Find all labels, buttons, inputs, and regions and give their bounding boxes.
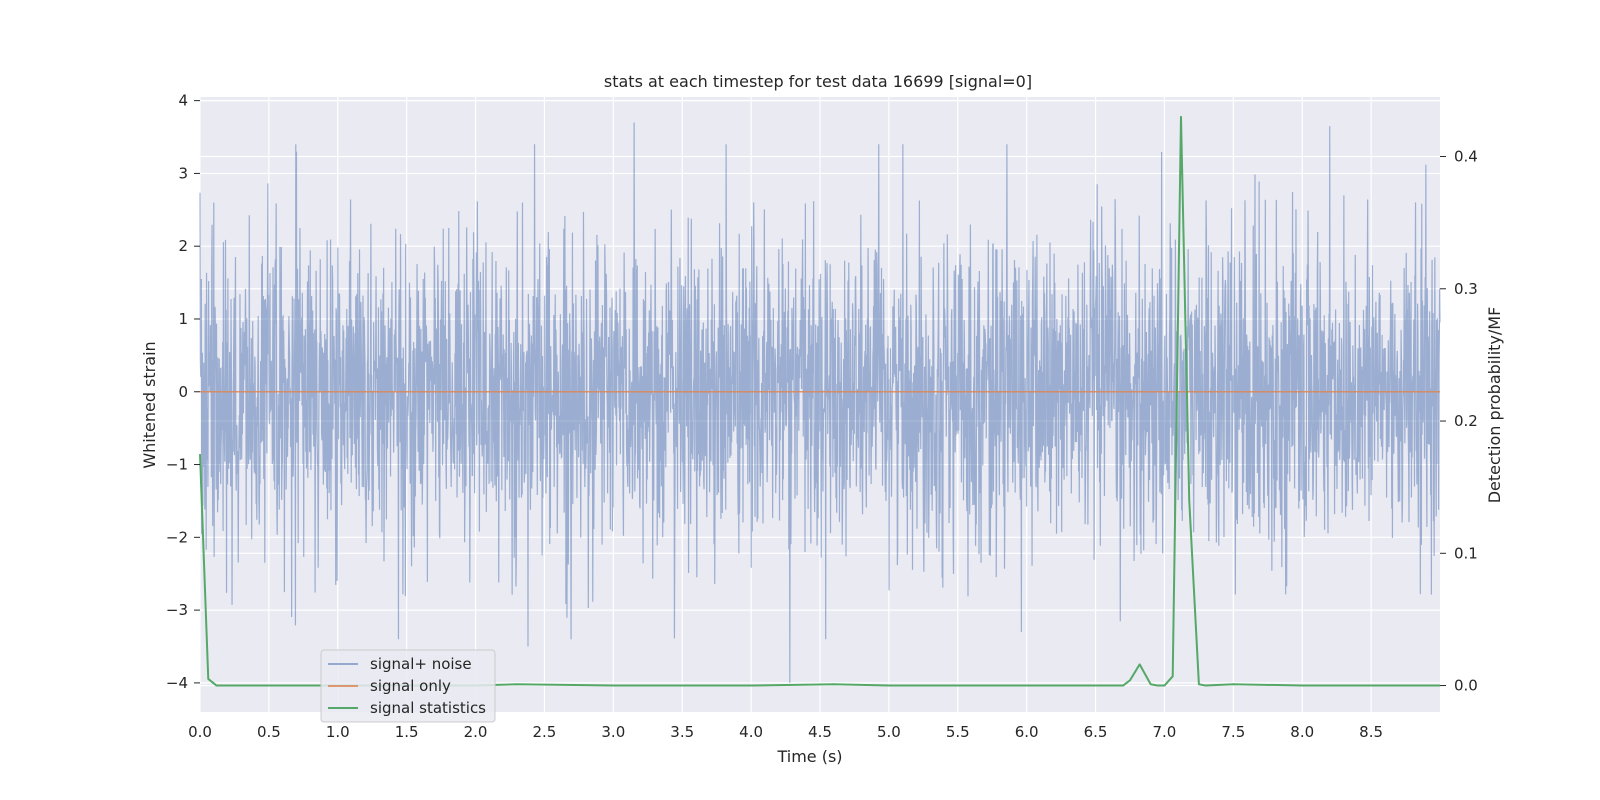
y-axis-label-right: Detection probability/MF bbox=[1485, 307, 1504, 504]
x-axis-label: Time (s) bbox=[776, 747, 842, 766]
y-axis-left: 4 3 2 1 0 −1 −2 −3 −4 bbox=[166, 92, 200, 692]
x-tick-label: 3.0 bbox=[601, 723, 625, 741]
x-tick-label: 3.5 bbox=[670, 723, 694, 741]
y-tick-label: 3 bbox=[178, 164, 188, 182]
y-tick-label: 4 bbox=[178, 92, 188, 110]
y-tick-label: −1 bbox=[166, 456, 188, 474]
chart-title: stats at each timestep for test data 166… bbox=[604, 72, 1032, 91]
y-right-tick-label: 0.0 bbox=[1454, 677, 1478, 695]
x-tick-label: 4.0 bbox=[739, 723, 763, 741]
x-tick-label: 7.0 bbox=[1153, 723, 1177, 741]
x-tick-label: 2.5 bbox=[533, 723, 557, 741]
y-right-tick-label: 0.4 bbox=[1454, 148, 1478, 166]
x-tick-label: 7.5 bbox=[1221, 723, 1245, 741]
y-right-tick-label: 0.1 bbox=[1454, 544, 1478, 562]
y-tick-label: 0 bbox=[178, 383, 188, 401]
x-tick-label: 5.5 bbox=[946, 723, 970, 741]
y-right-tick-label: 0.3 bbox=[1454, 280, 1478, 298]
y-axis-label-left: Whitened strain bbox=[140, 341, 159, 468]
x-tick-label: 1.0 bbox=[326, 723, 350, 741]
x-tick-label: 0.5 bbox=[257, 723, 281, 741]
signal-noise-series bbox=[199, 122, 1441, 683]
legend-box bbox=[320, 649, 496, 723]
y-tick-label: −2 bbox=[166, 528, 188, 546]
legend: signal+ noise signal only signal statist… bbox=[320, 649, 496, 723]
y-tick-label: −4 bbox=[166, 674, 188, 692]
x-tick-label: 8.0 bbox=[1290, 723, 1314, 741]
x-tick-label: 5.0 bbox=[877, 723, 901, 741]
y-tick-label: 2 bbox=[178, 237, 188, 255]
y-tick-label: 1 bbox=[178, 310, 188, 328]
x-tick-label: 1.5 bbox=[395, 723, 419, 741]
y-axis-right: 0.4 0.3 0.2 0.1 0.0 bbox=[1440, 148, 1478, 695]
x-tick-label: 6.0 bbox=[1015, 723, 1039, 741]
x-tick-label: 6.5 bbox=[1084, 723, 1108, 741]
x-tick-label: 4.5 bbox=[808, 723, 832, 741]
x-tick-label: 2.0 bbox=[464, 723, 488, 741]
legend-entry-signal-statistics: signal statistics bbox=[370, 699, 486, 717]
x-tick-label: 8.5 bbox=[1359, 723, 1383, 741]
y-tick-label: −3 bbox=[166, 601, 188, 619]
legend-entry-signal-noise: signal+ noise bbox=[370, 655, 472, 673]
legend-entry-signal-only: signal only bbox=[370, 677, 451, 695]
x-axis: 0.0 0.5 1.0 1.5 2.0 2.5 3.0 3.5 4.0 4.5 5.0 5.5 6.0 6… bbox=[188, 723, 1383, 741]
x-tick-label: 0.0 bbox=[188, 723, 212, 741]
y-right-tick-label: 0.2 bbox=[1454, 412, 1478, 430]
series-line-signal-noise bbox=[199, 122, 1441, 683]
